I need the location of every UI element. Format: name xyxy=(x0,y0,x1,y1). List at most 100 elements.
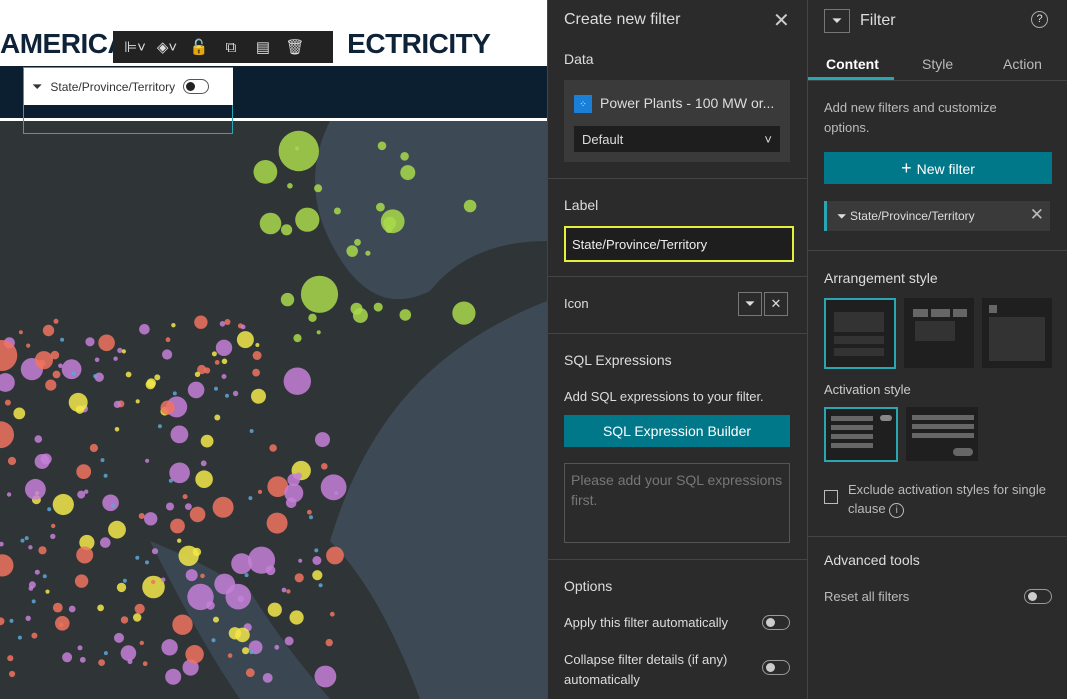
power-plant-marker[interactable] xyxy=(59,622,64,627)
power-plant-marker[interactable] xyxy=(6,492,12,497)
power-plant-marker[interactable] xyxy=(38,546,47,555)
power-plant-marker[interactable] xyxy=(50,533,56,540)
reset-all-filters-toggle[interactable] xyxy=(1024,589,1052,604)
power-plant-marker[interactable] xyxy=(289,610,304,625)
power-plant-marker[interactable] xyxy=(182,659,199,676)
map-area[interactable]: AMERICA ECTRICITY ⊫˅ ◈˅ 🔓 ⧉ ▤ 🗑 ⏷ State/Provin… xyxy=(0,0,547,699)
power-plant-marker[interactable] xyxy=(142,661,148,667)
map-view[interactable] xyxy=(0,121,547,699)
remove-icon[interactable]: ✕ xyxy=(1029,205,1044,224)
power-plant-marker[interactable] xyxy=(242,647,250,655)
power-plant-marker[interactable] xyxy=(200,434,214,448)
power-plant-marker[interactable] xyxy=(17,635,22,640)
power-plant-marker[interactable] xyxy=(214,414,221,421)
power-plant-marker[interactable] xyxy=(172,391,177,396)
power-plant-marker[interactable] xyxy=(400,152,409,161)
power-plant-marker[interactable] xyxy=(192,547,202,557)
power-plant-marker[interactable] xyxy=(79,656,86,663)
power-plant-marker[interactable] xyxy=(100,537,111,548)
new-filter-button[interactable]: + New filter xyxy=(824,152,1052,184)
power-plant-marker[interactable] xyxy=(144,512,158,526)
power-plant-marker[interactable] xyxy=(145,560,149,565)
power-plant-marker[interactable] xyxy=(26,343,31,348)
power-plant-marker[interactable] xyxy=(194,371,201,377)
power-plant-marker[interactable] xyxy=(284,483,304,503)
align-icon[interactable]: ⊫˅ xyxy=(124,39,146,56)
layers-icon[interactable]: ◈˅ xyxy=(156,39,178,56)
power-plant-marker[interactable] xyxy=(170,425,189,444)
power-plant-marker[interactable] xyxy=(45,589,50,594)
collapse-details-toggle[interactable] xyxy=(762,660,790,675)
arrangement-option-bar[interactable] xyxy=(904,298,974,368)
view-select[interactable]: Default ˅ xyxy=(574,126,780,152)
power-plant-marker[interactable] xyxy=(385,225,393,233)
power-plant-marker[interactable] xyxy=(211,351,217,357)
power-plant-marker[interactable] xyxy=(133,613,142,622)
power-plant-marker[interactable] xyxy=(325,638,333,647)
power-plant-marker[interactable] xyxy=(162,349,173,360)
power-plant-marker[interactable] xyxy=(281,587,287,593)
power-plant-marker[interactable] xyxy=(60,337,65,342)
power-plant-marker[interactable] xyxy=(52,602,63,613)
power-plant-marker[interactable] xyxy=(77,645,83,651)
power-plant-marker[interactable] xyxy=(142,575,165,599)
power-plant-marker[interactable] xyxy=(197,364,207,375)
power-plant-marker[interactable] xyxy=(312,556,322,565)
power-plant-marker[interactable] xyxy=(34,435,43,443)
power-plant-marker[interactable] xyxy=(76,464,92,479)
power-plant-marker[interactable] xyxy=(103,651,108,656)
arrangement-option-list[interactable] xyxy=(824,298,896,369)
power-plant-marker[interactable] xyxy=(113,356,118,361)
power-plant-marker[interactable] xyxy=(28,545,33,550)
power-plant-marker[interactable] xyxy=(68,392,88,412)
unlock-icon[interactable]: 🔓 xyxy=(189,39,209,56)
power-plant-marker[interactable] xyxy=(24,536,29,541)
power-plant-marker[interactable] xyxy=(224,319,231,325)
power-plant-marker[interactable] xyxy=(172,614,193,635)
power-plant-marker[interactable] xyxy=(114,632,124,643)
power-plant-marker[interactable] xyxy=(108,520,126,539)
power-plant-marker[interactable] xyxy=(252,368,260,377)
tab-content[interactable]: Content xyxy=(826,56,879,72)
power-plant-marker[interactable] xyxy=(139,640,144,646)
power-plant-marker[interactable] xyxy=(117,347,123,354)
power-plant-marker[interactable] xyxy=(93,374,98,379)
power-plant-marker[interactable] xyxy=(177,538,182,543)
power-plant-marker[interactable] xyxy=(161,639,178,656)
power-plant-marker[interactable] xyxy=(71,371,76,376)
power-plant-marker[interactable] xyxy=(240,324,246,330)
power-plant-marker[interactable] xyxy=(97,604,104,612)
power-plant-marker[interactable] xyxy=(31,599,36,604)
power-plant-marker[interactable] xyxy=(13,407,26,420)
power-plant-marker[interactable] xyxy=(42,574,47,579)
power-plant-marker[interactable] xyxy=(113,400,121,408)
power-plant-marker[interactable] xyxy=(122,578,127,583)
power-plant-marker[interactable] xyxy=(315,432,330,448)
power-plant-marker[interactable] xyxy=(278,130,319,172)
power-plant-marker[interactable] xyxy=(25,615,31,621)
power-plant-marker[interactable] xyxy=(225,393,229,398)
power-plant-marker[interactable] xyxy=(245,668,255,678)
power-plant-marker[interactable] xyxy=(187,583,214,611)
power-plant-marker[interactable] xyxy=(287,183,293,189)
exclude-checkbox[interactable] xyxy=(824,490,838,504)
power-plant-marker[interactable] xyxy=(333,207,341,215)
filter-icon-button[interactable]: ⏷ xyxy=(738,292,762,316)
power-plant-marker[interactable] xyxy=(79,534,95,551)
power-plant-marker[interactable] xyxy=(76,546,94,564)
power-plant-marker[interactable] xyxy=(354,238,361,246)
power-plant-marker[interactable] xyxy=(20,538,25,543)
power-plant-marker[interactable] xyxy=(189,506,206,523)
power-plant-marker[interactable] xyxy=(266,512,288,534)
power-plant-marker[interactable] xyxy=(135,555,140,560)
power-plant-marker[interactable] xyxy=(281,224,293,236)
power-plant-marker[interactable] xyxy=(31,632,38,639)
power-plant-marker[interactable] xyxy=(452,301,476,325)
power-plant-marker[interactable] xyxy=(170,518,185,534)
power-plant-marker[interactable] xyxy=(151,548,159,555)
power-plant-marker[interactable] xyxy=(195,470,213,489)
power-plant-marker[interactable] xyxy=(165,337,171,343)
power-plant-marker[interactable] xyxy=(232,390,239,397)
power-plant-marker[interactable] xyxy=(215,339,233,356)
power-plant-marker[interactable] xyxy=(286,589,291,594)
